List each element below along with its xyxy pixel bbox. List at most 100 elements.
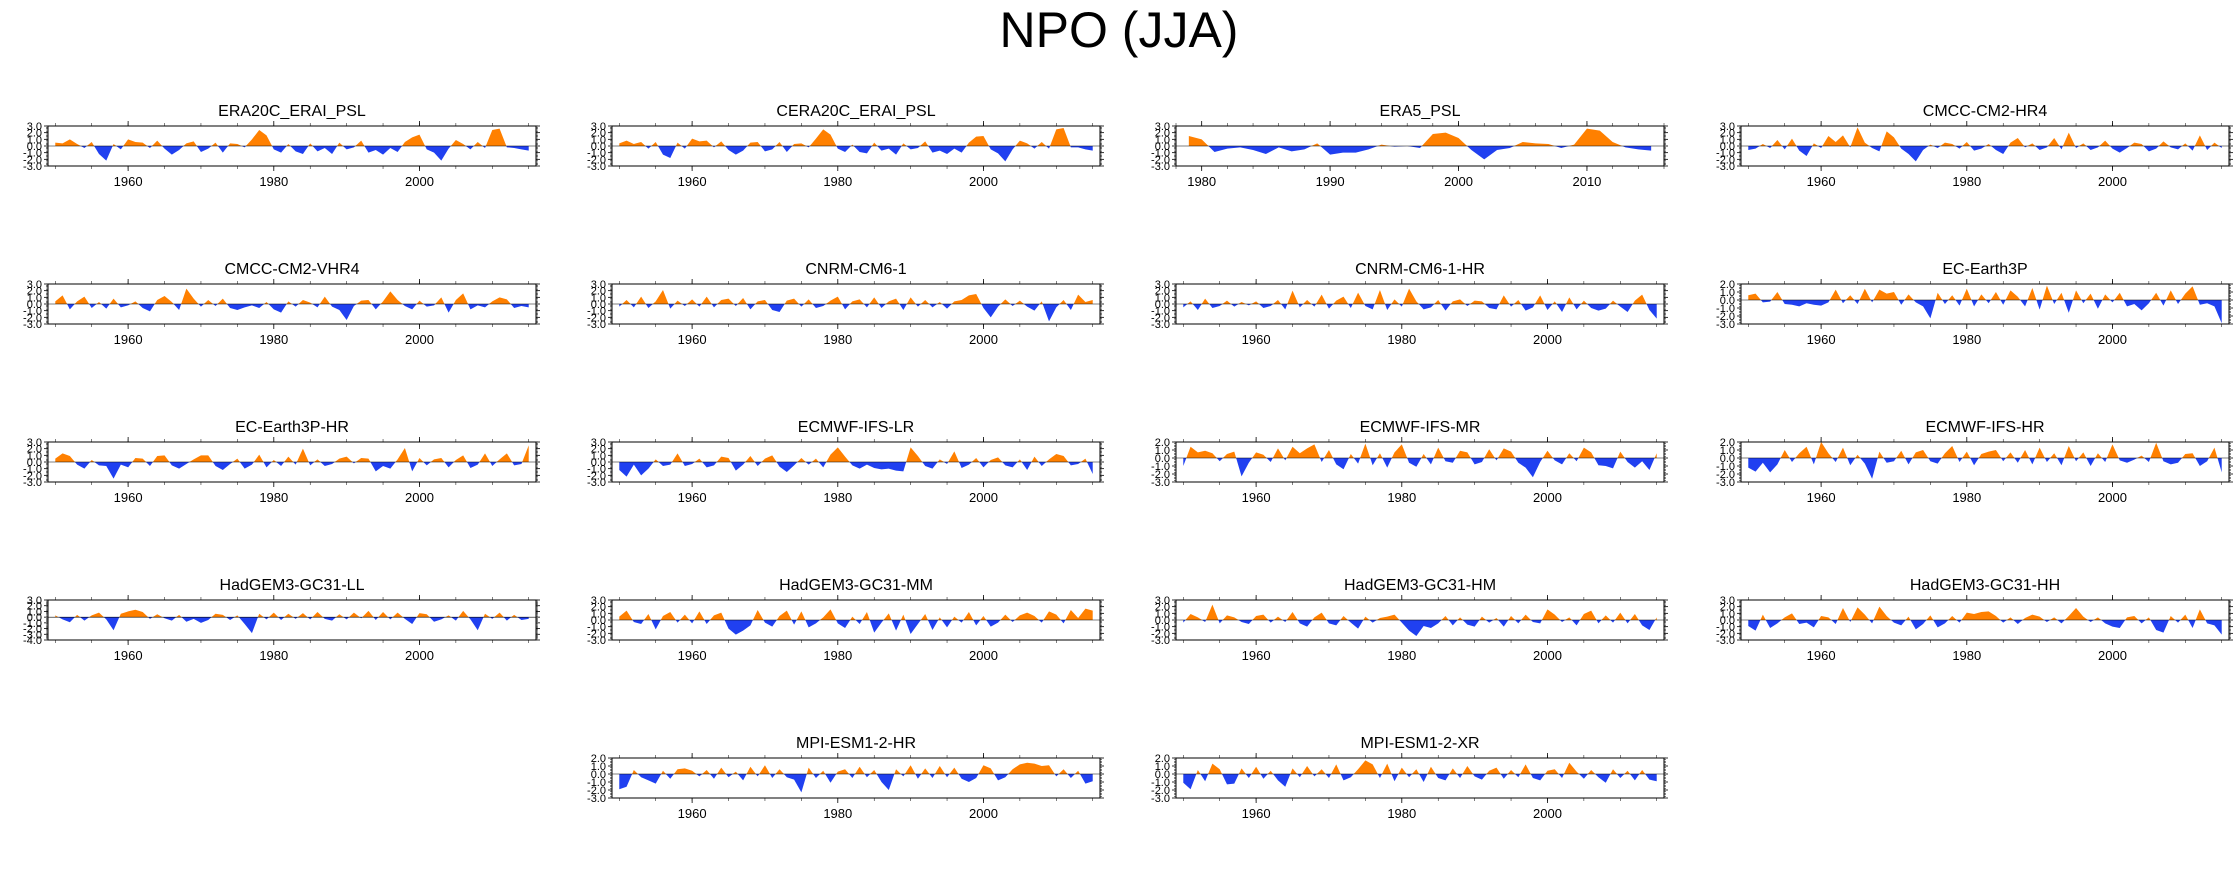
- ytick-label: -1.0: [1716, 303, 1735, 315]
- negative-area: [619, 304, 1093, 322]
- xtick-label: 1960: [678, 806, 707, 821]
- ytick-label: -3.0: [587, 635, 606, 647]
- xtick-label: 1960: [678, 174, 707, 189]
- positive-area: [619, 290, 1093, 304]
- ytick-label: -2.0: [1151, 154, 1170, 166]
- ytick-label: -2.0: [23, 624, 42, 636]
- xtick-label: 2000: [1533, 648, 1562, 663]
- positive-area: [619, 608, 1093, 620]
- ytick-label: -2.0: [1151, 469, 1170, 481]
- ytick-label: -3.0: [1151, 635, 1170, 647]
- xtick-label: 1960: [678, 332, 707, 347]
- ytick-label: 0.0: [27, 612, 42, 624]
- panel-title: HadGEM3-GC31-MM: [779, 577, 933, 594]
- ytick-label: -2.0: [1151, 785, 1170, 797]
- ytick-label: 2.0: [1155, 437, 1170, 449]
- negative-area: [1183, 304, 1657, 319]
- xtick-label: 2000: [969, 490, 998, 505]
- ytick-label: -2.0: [587, 154, 606, 166]
- ytick-label: -1.0: [23, 306, 42, 318]
- ytick-label: 1.0: [1720, 608, 1735, 620]
- ytick-label: 2.0: [1720, 279, 1735, 291]
- xtick-label: 1980: [823, 174, 852, 189]
- panel-title: ECMWF-IFS-LR: [798, 419, 914, 436]
- ytick-label: 2.0: [27, 286, 42, 298]
- positive-area: [1188, 128, 1652, 146]
- xtick-label: 1960: [678, 490, 707, 505]
- negative-area: [1188, 146, 1652, 160]
- panel-ec-earth3p: EC-Earth3P 2.01.00.0-1.0-2.0-3.0 1960 1980 2…: [1716, 261, 2233, 347]
- plot-frame: [611, 757, 1101, 799]
- ytick-label: -3.0: [23, 319, 42, 331]
- xtick-label: 1960: [678, 648, 707, 663]
- xtick-label: 1960: [1242, 490, 1271, 505]
- ytick-label: -4.0: [23, 635, 42, 647]
- ytick-label: -2.0: [23, 312, 42, 324]
- ytick-label: 1.0: [591, 761, 606, 773]
- xtick-label: 1980: [1387, 648, 1416, 663]
- ytick-label: -1.0: [1716, 622, 1735, 634]
- negative-area: [55, 462, 529, 479]
- ytick-label: 2.0: [1155, 286, 1170, 298]
- xtick-label: 1960: [1242, 332, 1271, 347]
- xtick-label: 1960: [1807, 174, 1836, 189]
- negative-area: [1183, 774, 1657, 790]
- ytick-label: 0.0: [1155, 299, 1170, 311]
- xtick-label: 1980: [259, 648, 288, 663]
- ytick-label: -3.0: [1716, 635, 1735, 647]
- ytick-label: 0.0: [27, 299, 42, 311]
- ytick-label: 1.0: [27, 292, 42, 304]
- ytick-label: -1.0: [1716, 148, 1735, 160]
- ytick-label: 1.0: [27, 606, 42, 618]
- ytick-label: 0.0: [591, 615, 606, 627]
- negative-area: [619, 462, 1093, 477]
- xtick-label: 2010: [1572, 174, 1601, 189]
- ytick-label: 0.0: [1720, 615, 1735, 627]
- ytick-label: -3.0: [1716, 161, 1735, 173]
- positive-area: [1183, 288, 1657, 304]
- ytick-label: -3.0: [1151, 477, 1170, 489]
- xtick-label: 1960: [114, 174, 143, 189]
- panel-cera20c-erai-psl: CERA20C_ERAI_PSL 3.02.01.00.0-1.0-2.0-3.0…: [587, 103, 1104, 189]
- ytick-label: 2.0: [1155, 128, 1170, 140]
- panel-cnrm-cm6-1: CNRM-CM6-1 3.02.01.00.0-1.0-2.0-3.0 1960 19…: [587, 261, 1104, 347]
- xtick-label: 1960: [114, 648, 143, 663]
- ytick-label: 0.0: [591, 769, 606, 781]
- ytick-label: 2.0: [27, 444, 42, 456]
- panel-title: ECMWF-IFS-HR: [1925, 419, 2044, 436]
- ytick-label: -2.0: [587, 312, 606, 324]
- ytick-label: -1.0: [1151, 622, 1170, 634]
- positive-area: [619, 128, 1093, 146]
- ytick-label: -2.0: [23, 470, 42, 482]
- xtick-label: 2000: [969, 332, 998, 347]
- panel-title: ERA20C_ERAI_PSL: [218, 103, 366, 120]
- ytick-label: 2.0: [591, 753, 606, 765]
- xtick-label: 2000: [969, 648, 998, 663]
- xtick-label: 1960: [1242, 648, 1271, 663]
- xtick-label: 2000: [1533, 332, 1562, 347]
- ytick-label: 1.0: [1720, 287, 1735, 299]
- xtick-label: 1960: [114, 332, 143, 347]
- panel-hadgem3-gc31-hh: HadGEM3-GC31-HH 3.02.01.00.0-1.0-2.0-3.0 1…: [1716, 577, 2233, 663]
- ytick-label: 2.0: [591, 444, 606, 456]
- panel-cmcc-cm2-hr4: CMCC-CM2-HR4 3.02.01.00.0-1.0-2.0-3.0 1960…: [1716, 103, 2233, 189]
- ytick-label: 0.0: [27, 457, 42, 469]
- ytick-label: -1.0: [23, 148, 42, 160]
- ytick-label: -3.0: [1151, 161, 1170, 173]
- panel-title: ERA5_PSL: [1380, 103, 1461, 120]
- negative-area: [1748, 300, 2222, 324]
- xtick-label: 2000: [405, 490, 434, 505]
- ytick-label: 3.0: [27, 279, 42, 291]
- ytick-label: -2.0: [1716, 628, 1735, 640]
- xtick-label: 1980: [823, 648, 852, 663]
- ytick-label: -2.0: [1716, 311, 1735, 323]
- panel-ecmwf-ifs-mr: ECMWF-IFS-MR 2.01.00.0-1.0-2.0-3.0 1960 198…: [1151, 419, 1668, 505]
- ytick-label: -1.0: [23, 464, 42, 476]
- ytick-label: 3.0: [1720, 595, 1735, 607]
- ytick-label: 1.0: [27, 450, 42, 462]
- xtick-label: 1960: [1807, 490, 1836, 505]
- panel-title: CNRM-CM6-1: [805, 261, 906, 278]
- ytick-label: 3.0: [27, 121, 42, 133]
- xtick-label: 1960: [1242, 806, 1271, 821]
